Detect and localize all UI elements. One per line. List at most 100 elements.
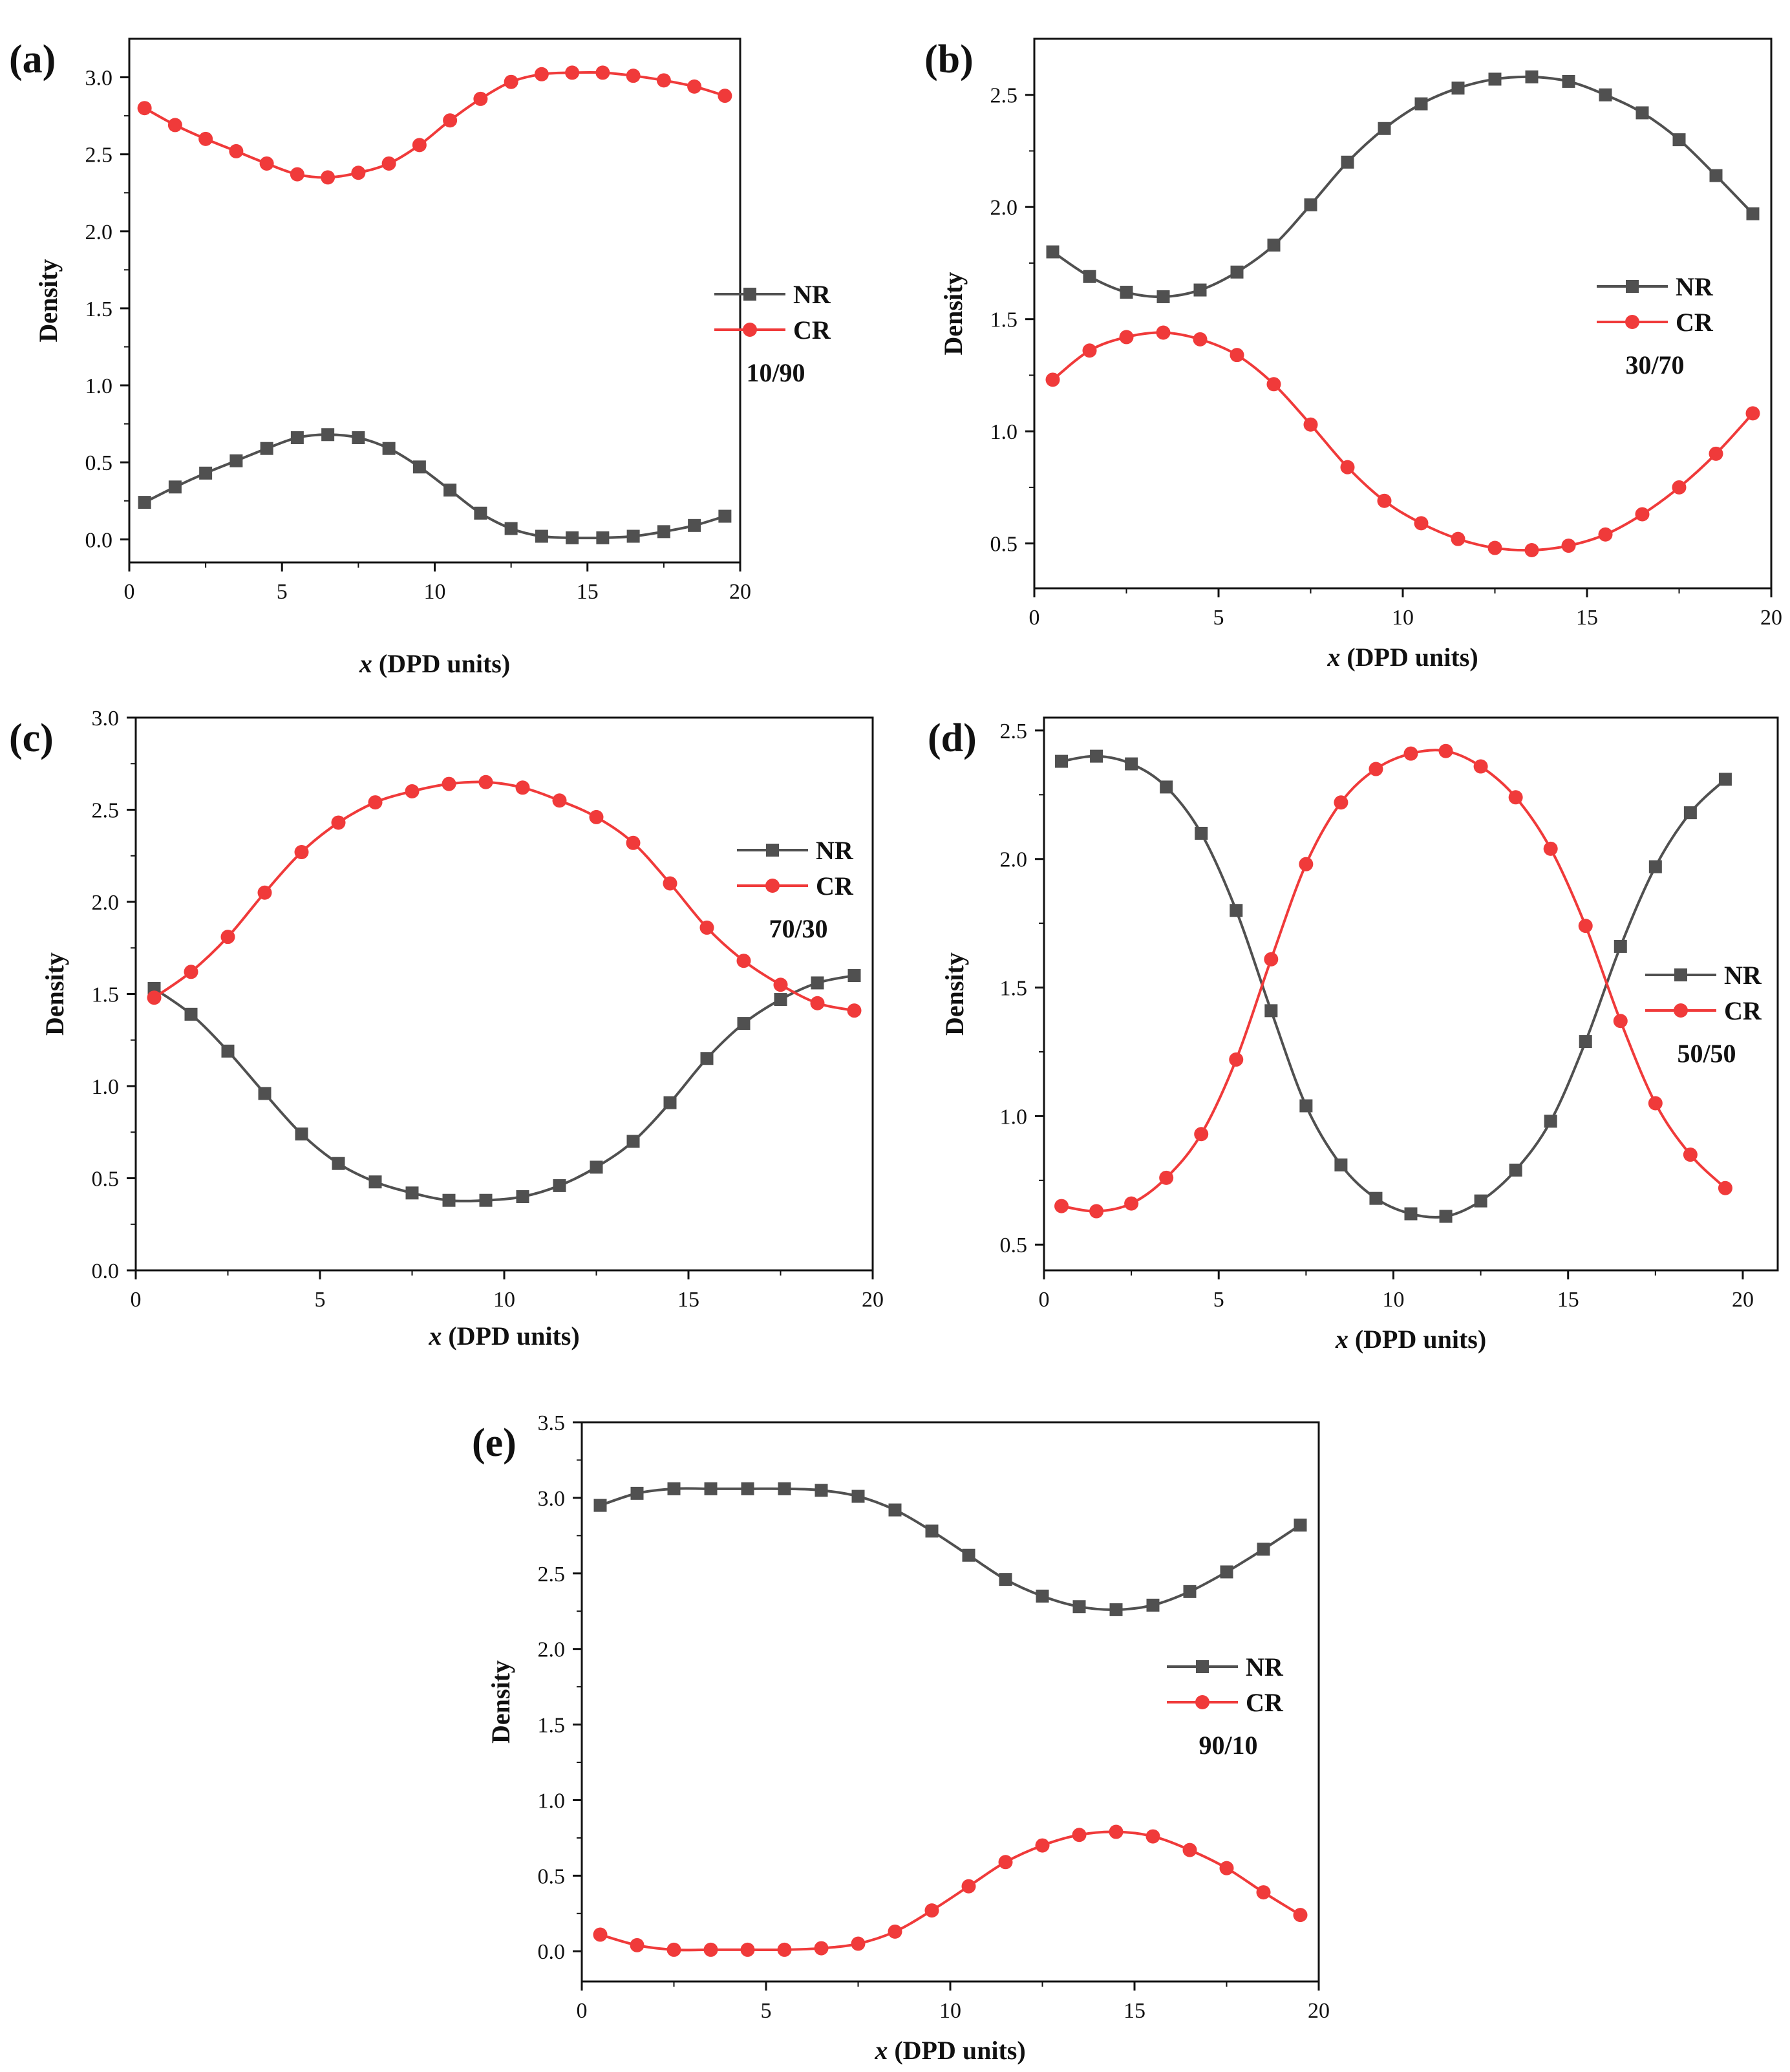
data-point-cr	[703, 1942, 718, 1957]
data-point-nr	[1599, 88, 1612, 101]
y-tick-label: 1.0	[85, 374, 113, 398]
data-point-nr	[442, 1193, 456, 1207]
data-point-cr	[851, 1936, 866, 1951]
data-point-cr	[478, 774, 493, 789]
x-axis-title-units: (DPD units)	[1340, 643, 1478, 672]
x-tick-label: 15	[1557, 1288, 1579, 1312]
x-tick-label: 10	[424, 580, 446, 604]
data-point-nr	[688, 518, 701, 532]
data-point-nr	[1156, 290, 1170, 303]
legend-marker-square	[766, 844, 779, 857]
data-point-cr	[1035, 1838, 1050, 1853]
data-point-nr	[778, 1482, 791, 1495]
data-point-nr	[332, 1157, 345, 1170]
x-tick-label: 5	[315, 1288, 326, 1312]
y-tick-label: 2.0	[990, 196, 1018, 220]
data-point-nr	[1267, 239, 1281, 252]
y-tick-label: 3.0	[538, 1487, 566, 1511]
data-point-nr	[626, 1135, 640, 1148]
x-tick-label: 0	[577, 1999, 588, 2023]
data-point-nr	[479, 1193, 493, 1207]
x-tick-label: 5	[1213, 1288, 1224, 1312]
legend-marker-square	[743, 288, 756, 301]
data-point-cr	[1561, 539, 1576, 553]
data-point-nr	[1579, 1035, 1592, 1049]
data-point-cr	[593, 1927, 608, 1942]
composition-annotation: 50/50	[1677, 1039, 1736, 1068]
data-point-nr	[925, 1524, 939, 1538]
x-axis-title-variable: x	[1335, 1325, 1348, 1354]
data-point-cr	[368, 795, 383, 810]
data-point-nr	[1636, 106, 1649, 120]
panel-label: (a)	[9, 37, 56, 81]
data-point-cr	[1230, 348, 1244, 363]
data-point-cr	[626, 69, 641, 83]
data-point-nr	[1746, 207, 1760, 220]
data-point-nr	[1439, 1210, 1453, 1223]
x-tick-label: 15	[677, 1288, 699, 1312]
data-point-nr	[138, 496, 151, 509]
data-point-nr	[1195, 826, 1208, 840]
data-point-cr	[595, 65, 610, 80]
x-tick-label: 20	[1732, 1288, 1754, 1312]
data-point-cr	[515, 780, 530, 795]
data-point-nr	[290, 431, 304, 445]
data-point-cr	[198, 131, 213, 146]
y-axis-title: Density	[940, 952, 969, 1036]
data-point-nr	[405, 1186, 419, 1200]
data-point-cr	[998, 1855, 1013, 1870]
data-point-cr	[1089, 1204, 1104, 1219]
data-point-nr	[1718, 773, 1732, 786]
data-point-nr	[1404, 1207, 1418, 1221]
data-point-cr	[1451, 531, 1465, 546]
data-point-nr	[851, 1490, 865, 1503]
x-axis-title: x (DPD units)	[428, 1321, 579, 1351]
data-point-nr	[1299, 1099, 1313, 1113]
x-axis-title-variable: x	[359, 649, 372, 678]
data-point-cr	[147, 990, 162, 1005]
x-tick-label: 0	[1029, 606, 1040, 630]
data-point-cr	[229, 144, 244, 158]
data-point-nr	[847, 969, 861, 982]
y-tick-label: 2.5	[85, 144, 113, 167]
legend-label-nr: NR	[1676, 272, 1714, 301]
data-point-nr	[815, 1484, 828, 1497]
data-point-cr	[666, 1942, 681, 1957]
data-point-nr	[1125, 757, 1138, 771]
x-tick-label: 20	[1760, 606, 1782, 630]
data-point-nr	[1046, 245, 1060, 259]
data-point-nr	[1341, 155, 1354, 169]
x-tick-label: 15	[1124, 1999, 1145, 2023]
legend-marker-circle	[1674, 1003, 1688, 1018]
y-tick-label: 1.0	[538, 1789, 566, 1813]
data-point-nr	[1544, 1115, 1557, 1128]
chart-panel-d: (d) 0 5 10 15 20 0.5 1.0 1.5 2.0 2.5 x (DPD units) D…	[928, 716, 1779, 1354]
data-point-cr	[589, 809, 604, 824]
data-point-nr	[1525, 70, 1539, 83]
y-tick-label: 0.5	[538, 1864, 566, 1888]
data-point-cr	[331, 815, 346, 830]
composition-annotation: 10/90	[746, 358, 805, 387]
y-axis-title: Density	[939, 272, 968, 356]
x-axis-title: x (DPD units)	[874, 2036, 1025, 2065]
legend-marker-circle	[743, 323, 757, 337]
data-point-nr	[1648, 860, 1662, 873]
data-point-nr	[443, 484, 457, 497]
data-point-cr	[1598, 527, 1613, 542]
series-line-nr	[144, 433, 725, 540]
data-point-nr	[321, 428, 335, 442]
data-point-cr	[1524, 543, 1539, 558]
data-point-cr	[1508, 790, 1523, 805]
data-point-nr	[593, 1499, 607, 1512]
data-point-nr	[700, 1052, 714, 1065]
data-point-cr	[1648, 1096, 1663, 1111]
y-tick-label: 2.5	[1000, 720, 1028, 743]
y-tick-label: 2.0	[85, 220, 113, 244]
data-point-cr	[1299, 857, 1314, 871]
y-tick-label: 3.0	[92, 707, 120, 731]
data-point-nr	[999, 1573, 1012, 1586]
data-point-nr	[566, 531, 579, 544]
data-point-cr	[1109, 1824, 1124, 1839]
data-point-nr	[295, 1127, 308, 1141]
